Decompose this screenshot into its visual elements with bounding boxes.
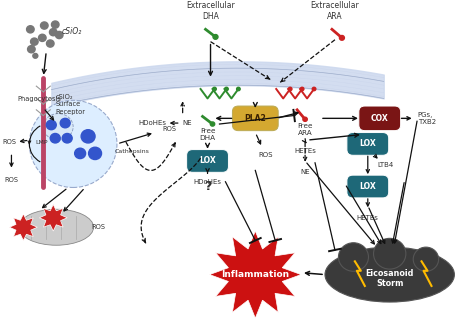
Circle shape xyxy=(338,243,368,271)
Text: PGs,
TXB2: PGs, TXB2 xyxy=(418,112,436,125)
Text: PLA2: PLA2 xyxy=(245,114,266,123)
Text: Free
ARA: Free ARA xyxy=(297,123,313,136)
Circle shape xyxy=(213,34,218,39)
Text: Cathepsins: Cathepsins xyxy=(115,149,150,154)
Polygon shape xyxy=(9,214,37,240)
Text: Free
DHA: Free DHA xyxy=(200,128,216,141)
Text: Inflammation: Inflammation xyxy=(221,270,290,279)
Ellipse shape xyxy=(43,114,73,140)
Text: Extracellular
ARA: Extracellular ARA xyxy=(310,1,359,21)
Text: ROS: ROS xyxy=(163,126,177,132)
Ellipse shape xyxy=(325,247,455,302)
Circle shape xyxy=(30,38,38,45)
Circle shape xyxy=(288,87,292,91)
Text: LOX: LOX xyxy=(359,139,376,148)
Circle shape xyxy=(60,118,70,128)
Text: Phagocytosis: Phagocytosis xyxy=(18,97,61,103)
Circle shape xyxy=(374,238,406,269)
Text: Extracellular
DHA: Extracellular DHA xyxy=(186,1,235,21)
Circle shape xyxy=(89,147,101,160)
FancyBboxPatch shape xyxy=(347,175,389,198)
Circle shape xyxy=(301,87,304,91)
Circle shape xyxy=(27,46,35,53)
Text: HDoHEs: HDoHEs xyxy=(193,179,221,185)
Text: cSiO₂: cSiO₂ xyxy=(61,27,82,36)
Text: cSiO₂
Surface
Receptor: cSiO₂ Surface Receptor xyxy=(55,94,85,115)
Circle shape xyxy=(225,87,228,91)
Circle shape xyxy=(33,53,38,58)
Text: ?: ? xyxy=(204,180,211,193)
Circle shape xyxy=(75,148,86,159)
Text: LMP: LMP xyxy=(35,140,47,145)
Circle shape xyxy=(46,40,54,47)
Circle shape xyxy=(62,134,72,143)
Text: HETEs: HETEs xyxy=(294,149,316,155)
Text: ROS: ROS xyxy=(4,177,18,183)
Text: COX: COX xyxy=(371,114,389,123)
FancyBboxPatch shape xyxy=(232,106,278,131)
Circle shape xyxy=(213,87,216,91)
FancyBboxPatch shape xyxy=(347,133,389,155)
Text: ROS: ROS xyxy=(258,152,273,158)
Text: HETEs: HETEs xyxy=(357,215,379,221)
Circle shape xyxy=(49,29,57,36)
Circle shape xyxy=(81,130,95,143)
Circle shape xyxy=(312,87,316,91)
Text: ROS: ROS xyxy=(2,139,17,145)
Circle shape xyxy=(52,21,59,28)
Text: LTB4: LTB4 xyxy=(378,162,394,168)
FancyBboxPatch shape xyxy=(359,106,401,131)
Circle shape xyxy=(413,247,438,271)
FancyBboxPatch shape xyxy=(187,150,228,172)
Circle shape xyxy=(50,134,60,143)
Circle shape xyxy=(46,120,56,130)
Text: HDoHEs: HDoHEs xyxy=(139,120,167,126)
Polygon shape xyxy=(39,204,67,231)
Circle shape xyxy=(237,87,240,91)
Circle shape xyxy=(210,122,215,126)
Ellipse shape xyxy=(19,209,93,245)
Text: LOX: LOX xyxy=(359,182,376,191)
Circle shape xyxy=(38,34,46,41)
Circle shape xyxy=(339,35,345,40)
Circle shape xyxy=(303,117,307,121)
Circle shape xyxy=(55,31,63,39)
Ellipse shape xyxy=(29,100,117,187)
Text: ROS: ROS xyxy=(91,224,105,230)
Text: LOX: LOX xyxy=(199,156,216,165)
Text: NE: NE xyxy=(300,169,310,175)
Text: NE: NE xyxy=(182,120,192,126)
Circle shape xyxy=(27,26,34,33)
Circle shape xyxy=(40,22,48,29)
Text: Eicosanoid
Storm: Eicosanoid Storm xyxy=(365,269,414,288)
Polygon shape xyxy=(210,231,301,318)
